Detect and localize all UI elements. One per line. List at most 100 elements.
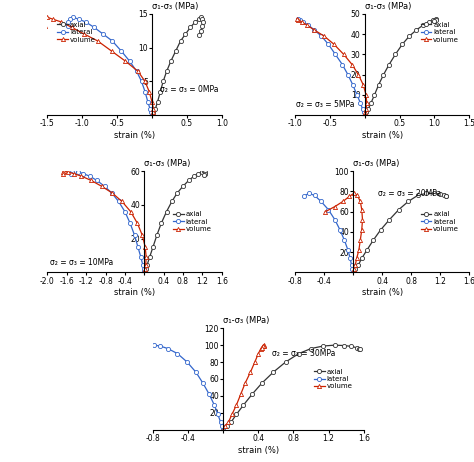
lateral <box>91 24 97 30</box>
axial <box>188 24 193 30</box>
axial <box>198 28 204 34</box>
Line: volume: volume <box>61 169 148 274</box>
Text: σ₂ = σ₃ = 0MPa: σ₂ = σ₃ = 0MPa <box>160 85 219 94</box>
Legend: axial, lateral, volume: axial, lateral, volume <box>313 367 354 391</box>
volume <box>352 262 358 268</box>
volume <box>252 359 258 365</box>
axial <box>149 113 155 118</box>
axial <box>386 62 392 67</box>
axial <box>381 72 386 78</box>
axial <box>169 199 175 204</box>
axial <box>420 22 426 28</box>
lateral <box>339 62 345 67</box>
volume <box>354 255 359 261</box>
volume <box>119 199 125 204</box>
axial <box>342 343 347 348</box>
lateral <box>141 270 147 275</box>
axial <box>349 344 355 349</box>
Legend: axial, lateral, volume: axial, lateral, volume <box>419 210 461 234</box>
volume <box>356 72 361 78</box>
Text: σ₁-σ₃ (MPa): σ₁-σ₃ (MPa) <box>223 316 270 325</box>
Line: volume: volume <box>323 191 365 274</box>
axial <box>362 113 367 118</box>
Text: σ₂ = σ₃ = 5MPa: σ₂ = σ₃ = 5MPa <box>296 100 355 109</box>
Line: volume: volume <box>221 343 266 432</box>
X-axis label: strain (%): strain (%) <box>114 288 155 298</box>
axial <box>155 99 160 104</box>
axial <box>259 380 264 386</box>
X-axis label: strain (%): strain (%) <box>362 288 402 298</box>
volume <box>260 343 265 349</box>
volume <box>143 255 149 260</box>
axial <box>186 177 191 183</box>
lateral <box>358 100 364 106</box>
volume <box>356 247 362 253</box>
axial <box>368 100 374 106</box>
volume <box>260 344 265 349</box>
lateral <box>360 106 365 112</box>
lateral <box>157 343 163 349</box>
volume <box>331 42 337 47</box>
lateral <box>174 351 180 356</box>
axial <box>365 106 371 112</box>
lateral <box>81 171 86 176</box>
lateral <box>305 22 311 28</box>
lateral <box>295 16 301 22</box>
axial <box>354 345 360 351</box>
Line: axial: axial <box>142 169 207 274</box>
axial <box>350 270 356 275</box>
lateral <box>326 42 331 47</box>
volume <box>69 24 74 30</box>
lateral <box>184 359 190 365</box>
Text: σ₁-σ₃ (MPa): σ₁-σ₃ (MPa) <box>353 159 400 168</box>
axial <box>180 183 186 189</box>
lateral <box>87 173 92 179</box>
lateral <box>69 169 74 175</box>
axial <box>386 217 392 223</box>
lateral <box>65 19 71 25</box>
axial <box>178 38 183 44</box>
lateral <box>122 209 128 214</box>
axial <box>396 207 401 213</box>
volume <box>222 424 228 429</box>
volume <box>146 89 152 94</box>
volume <box>238 391 244 397</box>
axial <box>196 17 201 22</box>
axial <box>220 427 226 432</box>
volume <box>226 419 231 425</box>
axial <box>228 419 234 425</box>
Line: axial: axial <box>150 15 205 117</box>
Line: axial: axial <box>221 343 362 432</box>
axial <box>415 193 420 198</box>
axial <box>153 106 158 111</box>
Line: lateral: lateral <box>148 343 225 432</box>
lateral <box>333 52 338 57</box>
lateral <box>138 255 144 260</box>
axial <box>202 169 208 175</box>
volume <box>346 194 352 199</box>
axial <box>433 17 438 23</box>
lateral <box>301 194 307 199</box>
volume <box>359 207 365 213</box>
lateral <box>341 237 347 243</box>
lateral <box>132 232 137 238</box>
lateral <box>128 221 133 226</box>
Line: axial: axial <box>363 17 438 117</box>
axial <box>443 193 449 199</box>
volume <box>323 209 328 214</box>
axial <box>400 42 405 47</box>
axial <box>164 209 169 214</box>
lateral <box>218 419 223 425</box>
axial <box>249 391 255 397</box>
axial <box>405 199 411 204</box>
axial <box>363 109 369 115</box>
volume <box>258 346 264 351</box>
lateral <box>220 427 226 432</box>
lateral <box>67 16 73 21</box>
lateral <box>118 48 124 54</box>
axial <box>164 68 170 74</box>
axial <box>371 237 376 243</box>
volume <box>340 199 346 204</box>
lateral <box>350 82 356 88</box>
volume <box>350 270 356 275</box>
